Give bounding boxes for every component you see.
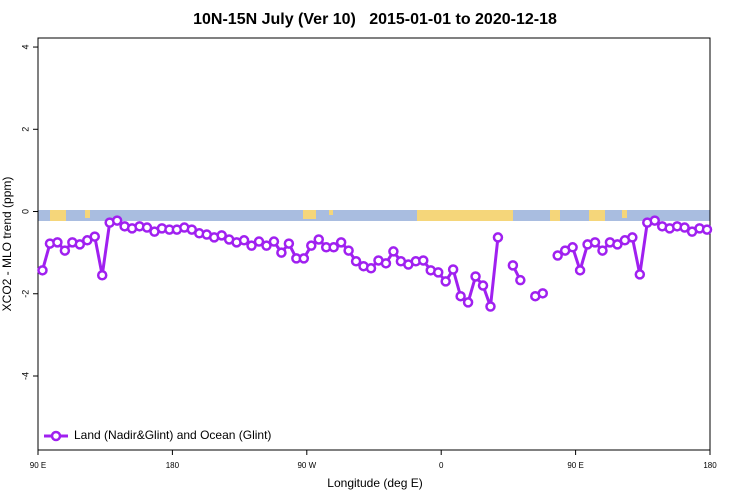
point bbox=[246, 240, 257, 251]
point bbox=[418, 255, 429, 266]
point bbox=[515, 274, 526, 286]
point bbox=[567, 242, 578, 253]
legend-label: Land (Nadir&Glint) and Ocean (Glint) bbox=[74, 428, 271, 442]
plot-frame bbox=[37, 37, 711, 451]
point bbox=[507, 260, 519, 271]
point bbox=[612, 239, 623, 250]
y-tick-label: -4 bbox=[20, 372, 30, 380]
point bbox=[552, 250, 563, 261]
point bbox=[283, 238, 295, 249]
point bbox=[141, 222, 153, 233]
point bbox=[111, 215, 123, 226]
point bbox=[679, 222, 690, 233]
point bbox=[365, 263, 377, 274]
x-axis-label: Longitude (deg E) bbox=[327, 476, 422, 490]
point bbox=[261, 240, 272, 251]
point bbox=[627, 232, 638, 243]
point bbox=[343, 245, 354, 256]
point bbox=[597, 245, 608, 256]
point bbox=[432, 267, 444, 278]
point bbox=[470, 271, 481, 282]
point bbox=[388, 246, 399, 257]
point bbox=[74, 239, 86, 250]
point bbox=[350, 256, 362, 267]
y-tick-label: -2 bbox=[20, 290, 30, 298]
point bbox=[313, 234, 324, 245]
y-tick-label: 0 bbox=[20, 209, 30, 214]
point bbox=[477, 280, 489, 291]
point bbox=[440, 276, 451, 287]
point bbox=[37, 265, 48, 276]
y-tick-label: 2 bbox=[20, 127, 30, 132]
x-tick-label: 180 bbox=[166, 461, 180, 470]
point bbox=[328, 242, 339, 253]
point bbox=[89, 231, 100, 242]
x-tick-label: 180 bbox=[703, 461, 717, 470]
point bbox=[238, 235, 250, 246]
point bbox=[455, 290, 466, 302]
point bbox=[306, 240, 317, 251]
point bbox=[462, 297, 474, 308]
point bbox=[537, 288, 548, 299]
point bbox=[574, 265, 586, 276]
point bbox=[276, 247, 287, 258]
point bbox=[634, 269, 646, 280]
point bbox=[216, 230, 227, 241]
point bbox=[52, 237, 63, 248]
y-axis-label: XCO2 - MLO trend (ppm) bbox=[0, 177, 14, 312]
point bbox=[253, 236, 265, 247]
x-tick-label: 90 E bbox=[30, 461, 46, 470]
point bbox=[380, 258, 392, 269]
point bbox=[335, 237, 347, 248]
point bbox=[96, 269, 108, 281]
legend-marker bbox=[50, 430, 62, 442]
x-tick-label: 90 E bbox=[567, 461, 583, 470]
chart-title: 10N-15N July (Ver 10) 2015-01-01 to 2020… bbox=[193, 11, 557, 28]
point bbox=[298, 253, 310, 264]
point bbox=[492, 232, 504, 243]
point bbox=[589, 237, 601, 248]
map-strip bbox=[38, 210, 710, 221]
x-tick-label: 0 bbox=[439, 461, 444, 470]
point bbox=[447, 264, 459, 275]
x-tick-label: 90 W bbox=[297, 461, 316, 470]
point bbox=[701, 224, 713, 235]
point bbox=[268, 236, 280, 247]
point bbox=[485, 301, 496, 312]
point bbox=[59, 245, 71, 256]
y-tick-label: 4 bbox=[20, 45, 30, 50]
point bbox=[649, 215, 660, 226]
